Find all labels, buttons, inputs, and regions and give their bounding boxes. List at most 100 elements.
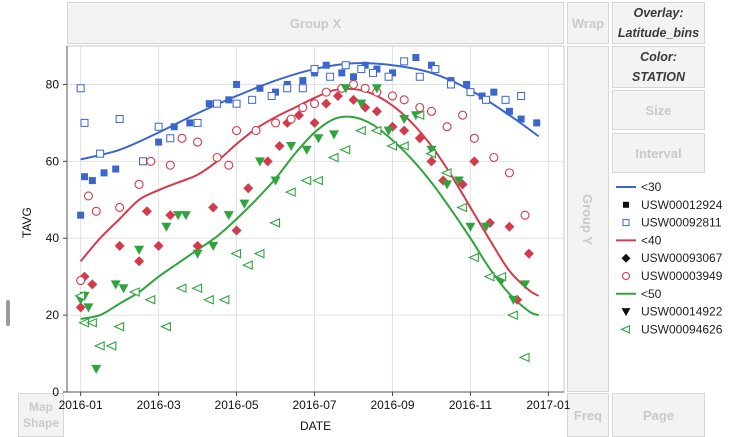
data-point: [426, 145, 437, 155]
data-point: [180, 211, 191, 221]
data-point: [175, 283, 187, 294]
data-point: [88, 177, 96, 185]
wrap-zone[interactable]: Wrap: [567, 2, 609, 44]
data-point: [501, 95, 510, 104]
data-point: [321, 98, 332, 109]
data-point: [177, 133, 187, 143]
data-point: [340, 84, 351, 94]
data-point: [453, 176, 464, 186]
data-point: [298, 102, 308, 113]
data-point: [93, 341, 105, 351]
group-x-zone[interactable]: Group X: [67, 2, 564, 44]
data-point: [504, 168, 514, 178]
color-value: STATION: [631, 70, 685, 84]
data-point: [506, 310, 518, 320]
data-point: [139, 157, 148, 166]
interval-zone[interactable]: Interval: [612, 133, 705, 173]
data-point: [262, 156, 273, 167]
data-point: [212, 152, 222, 163]
data-point: [134, 256, 145, 267]
data-point: [356, 99, 367, 109]
legend-marker: [620, 325, 631, 334]
data-point: [241, 260, 253, 270]
data-point: [483, 271, 495, 282]
data-point: [192, 240, 203, 251]
data-point: [154, 122, 163, 131]
data-point: [415, 102, 425, 113]
data-point: [74, 291, 86, 301]
data-point: [100, 169, 108, 177]
data-point: [134, 179, 144, 189]
data-point: [463, 80, 471, 88]
data-point: [489, 152, 499, 163]
data-point: [110, 280, 121, 290]
data-point: [113, 321, 125, 332]
color-zone[interactable]: Color: STATION: [612, 46, 705, 88]
data-point: [332, 90, 343, 101]
data-point: [339, 144, 351, 155]
data-point: [357, 65, 366, 74]
legend-marker: [621, 308, 631, 317]
data-point: [338, 69, 346, 77]
data-point: [518, 352, 530, 363]
data-point: [114, 240, 125, 251]
overlay-zone[interactable]: Overlay: Latitude_bins: [612, 2, 705, 44]
data-point: [223, 211, 234, 221]
data-point: [301, 145, 312, 155]
legend-label: USW00094626: [641, 322, 723, 336]
data-point: [230, 248, 242, 259]
data-point: [243, 183, 254, 194]
data-point: [146, 156, 156, 166]
data-points: [74, 54, 541, 374]
legend-label: USW00003949: [641, 269, 723, 283]
legend-label: USW00014922: [641, 305, 723, 319]
data-point: [327, 152, 339, 163]
color-label: Color:: [640, 50, 677, 64]
data-point: [412, 54, 420, 62]
data-point: [504, 221, 515, 232]
data-point: [400, 57, 409, 66]
data-point: [469, 133, 479, 143]
data-point: [218, 294, 230, 305]
freq-zone[interactable]: Freq: [567, 393, 609, 437]
legend: <30 USW00012924 USW00092811 <40 USW00093067 U…: [616, 180, 723, 336]
data-point: [270, 176, 281, 186]
data-point: [173, 211, 184, 221]
data-point: [508, 295, 519, 305]
size-zone[interactable]: Size: [612, 90, 705, 130]
data-point: [160, 321, 171, 332]
data-point: [231, 225, 242, 236]
data-point: [208, 241, 219, 251]
resize-handle[interactable]: [6, 300, 10, 326]
legend-marker: [621, 253, 631, 263]
data-point: [469, 156, 480, 167]
data-point: [274, 140, 285, 151]
legend-label: <50: [641, 287, 662, 301]
map-shape-zone[interactable]: Map Shape: [18, 393, 64, 437]
data-point: [354, 125, 366, 136]
legend-marker: [621, 271, 631, 281]
y-tick-label: 60: [46, 154, 60, 168]
data-point: [399, 125, 410, 136]
data-point: [350, 73, 358, 81]
x-tick-label: 2016-03: [137, 398, 181, 412]
data-point: [348, 94, 359, 105]
interval-label: Interval: [635, 145, 682, 161]
data-point: [481, 222, 492, 232]
data-point: [81, 173, 89, 181]
legend-label: USW00012924: [641, 198, 723, 212]
freq-label: Freq: [573, 407, 603, 423]
data-point: [87, 279, 98, 290]
data-point: [165, 210, 176, 221]
size-label: Size: [645, 102, 672, 118]
legend-label: <30: [641, 180, 662, 194]
data-point: [115, 115, 124, 124]
data-point: [233, 80, 241, 88]
group-y-zone[interactable]: Group Y: [567, 46, 609, 392]
data-point: [321, 87, 331, 97]
data-point: [322, 61, 330, 69]
data-point: [161, 222, 172, 232]
data-point: [299, 77, 307, 85]
data-point: [523, 248, 534, 259]
